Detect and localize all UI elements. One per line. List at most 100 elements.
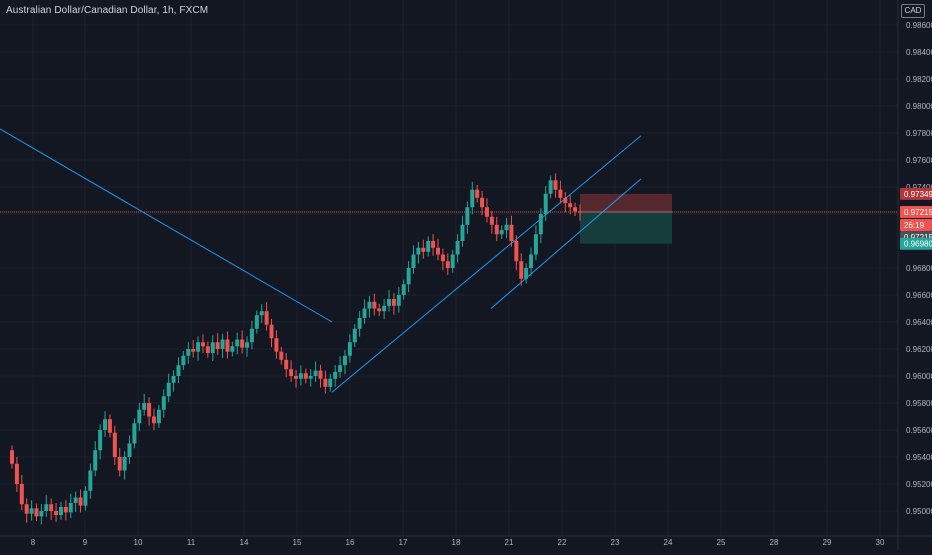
candle-body	[117, 457, 122, 471]
candle-body	[191, 349, 196, 352]
time-tick-label: 18	[452, 538, 461, 547]
candle-body	[181, 355, 186, 366]
candle-body	[29, 508, 34, 514]
candle-body	[475, 189, 480, 198]
candle-body	[294, 376, 298, 379]
candle-body	[58, 506, 63, 516]
candle-body	[34, 508, 39, 517]
channel-line-middle	[331, 135, 642, 393]
candle-body	[323, 378, 328, 387]
candle-body	[484, 207, 489, 217]
candle-body	[156, 409, 161, 424]
candle-body	[480, 197, 485, 208]
time-tick-label: 16	[346, 538, 355, 547]
candle-body	[573, 207, 578, 212]
currency-badge[interactable]: CAD	[901, 4, 925, 18]
time-tick-label: 9	[83, 538, 88, 547]
candle-body	[387, 299, 392, 306]
price-tick-label: 0.95000	[906, 507, 932, 516]
candle-body	[122, 457, 127, 471]
candle-body	[568, 203, 573, 208]
candle-body	[103, 419, 108, 430]
candle-body	[269, 324, 274, 339]
target-price-label: 0.96980	[904, 240, 932, 249]
candle-body	[303, 373, 308, 379]
channel-line-upper	[0, 128, 333, 323]
time-tick-label: 10	[134, 538, 143, 547]
candle-body	[176, 365, 181, 376]
candle-body	[249, 328, 254, 343]
candle-body	[455, 241, 460, 255]
candle-body	[259, 311, 264, 316]
candle-body	[63, 506, 68, 513]
chart-title: Australian Dollar/Canadian Dollar, 1h, F…	[6, 5, 209, 16]
time-axis: 8 9 10 11 14 15 16 17 18 21 22 23 24 25 28 29 30	[31, 538, 885, 547]
candle-body	[342, 355, 347, 366]
candle-body	[460, 224, 465, 241]
candle-body	[578, 211, 582, 213]
candle-body	[54, 511, 59, 516]
time-tick-label: 22	[558, 538, 567, 547]
candle-body	[499, 230, 504, 235]
candle-body	[264, 311, 269, 325]
candle-body	[563, 197, 568, 204]
candle-body	[308, 376, 313, 379]
candle-body	[416, 247, 421, 255]
candle-body	[372, 301, 377, 309]
candle-body	[205, 346, 210, 354]
time-tick-label: 30	[876, 538, 885, 547]
candle-body	[436, 247, 440, 255]
candle-body	[200, 342, 205, 347]
last-price-label: 0.97215	[904, 208, 932, 217]
candle-body	[406, 268, 411, 285]
candle-body	[210, 342, 215, 354]
time-tick-label: 28	[770, 538, 779, 547]
candle-body	[49, 504, 54, 511]
candle-body	[538, 214, 543, 235]
time-tick-label: 25	[717, 538, 726, 547]
stop-loss-zone	[580, 193, 672, 212]
countdown-label-bg	[900, 218, 932, 231]
candle-body	[78, 497, 83, 506]
candle-body	[494, 224, 499, 235]
stop-price-label: 0.97349	[904, 190, 932, 199]
candle-body	[112, 432, 117, 457]
candle-body	[411, 254, 416, 268]
candle-body	[107, 419, 112, 433]
time-tick-label: 15	[293, 538, 302, 547]
candle-body	[132, 423, 137, 444]
take-profit-zone	[580, 211, 672, 244]
trend-channel	[0, 128, 642, 393]
time-tick-label: 17	[399, 538, 408, 547]
candle-body	[489, 216, 494, 225]
candle-body	[426, 241, 431, 252]
stop-price-label-bg	[900, 187, 932, 200]
countdown-label: 26:19	[904, 221, 925, 230]
candle-body	[289, 369, 294, 376]
candle-body	[553, 180, 558, 190]
candle-body	[220, 339, 225, 349]
candle-body	[147, 403, 152, 417]
candle-body	[333, 371, 338, 379]
candle-body	[215, 342, 220, 349]
time-tick-label: 14	[240, 538, 249, 547]
candle-body	[298, 373, 303, 379]
candle-body	[240, 339, 245, 348]
candle-body	[83, 490, 88, 506]
position-zones	[0, 193, 898, 244]
